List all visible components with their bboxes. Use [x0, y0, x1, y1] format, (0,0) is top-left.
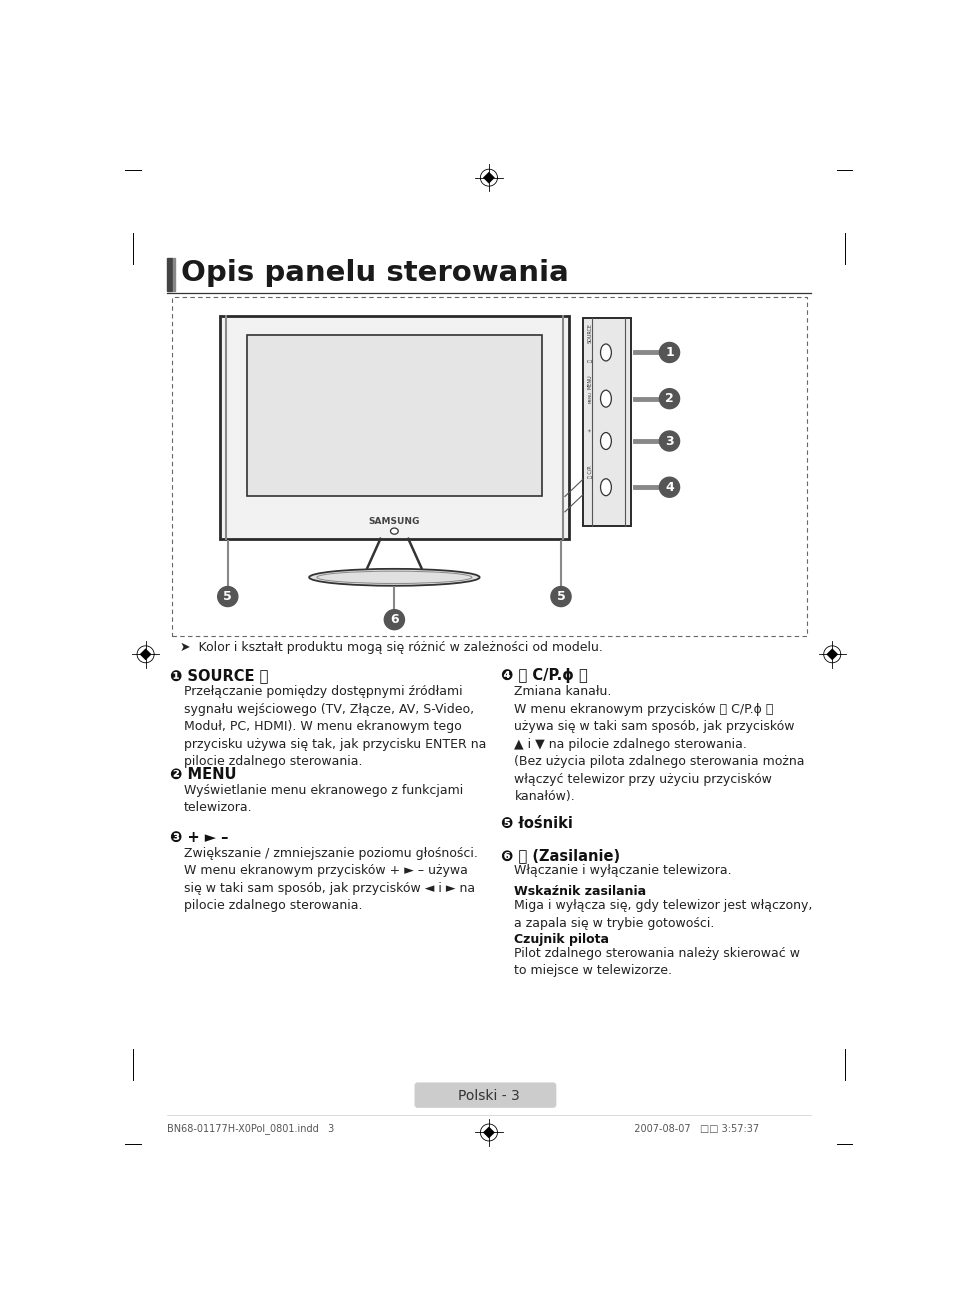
Text: Włączanie i wyłączanie telewizora.: Włączanie i wyłączanie telewizora.: [514, 864, 731, 877]
Text: 3: 3: [664, 435, 673, 448]
Text: 〈 C/P.: 〈 C/P.: [587, 464, 593, 477]
Text: 2: 2: [664, 392, 673, 405]
Text: Przełączanie pomiędzy dostępnymi źródłami
sygnału wejściowego (TV, Złącze, AV, S: Przełączanie pomiędzy dostępnymi źródłam…: [183, 686, 485, 768]
Text: 1: 1: [664, 346, 673, 359]
Text: 4: 4: [664, 481, 673, 493]
Text: +: +: [587, 428, 593, 432]
Text: BN68-01177H-X0Pol_0801.indd   3                                                 : BN68-01177H-X0Pol_0801.indd 3: [167, 1123, 759, 1134]
Text: 5: 5: [223, 591, 232, 604]
Text: SOURCE: SOURCE: [587, 323, 593, 343]
Ellipse shape: [599, 390, 611, 407]
Circle shape: [384, 610, 404, 630]
Circle shape: [659, 342, 679, 363]
Text: 6: 6: [390, 613, 398, 626]
Ellipse shape: [599, 432, 611, 449]
Circle shape: [659, 431, 679, 451]
Text: ❹ 〈 C/P.ϕ 〉: ❹ 〈 C/P.ϕ 〉: [500, 669, 587, 683]
Text: ➤  Kolor i kształt produktu mogą się różnić w zależności od modelu.: ➤ Kolor i kształt produktu mogą się różn…: [179, 641, 602, 654]
Circle shape: [659, 389, 679, 409]
Text: Wskaźnik zasilania: Wskaźnik zasilania: [514, 885, 646, 898]
Circle shape: [217, 587, 237, 606]
Bar: [167, 258, 172, 291]
Text: SAMSUNG: SAMSUNG: [368, 518, 419, 527]
Bar: [172, 258, 174, 291]
Text: ❶ SOURCE ⍇: ❶ SOURCE ⍇: [170, 669, 268, 683]
Circle shape: [659, 477, 679, 497]
Polygon shape: [482, 1127, 495, 1138]
Text: Polski - 3: Polski - 3: [457, 1089, 519, 1102]
Text: Zmiana kanału.
W menu ekranowym przycisków 〈 C/P.ϕ 〉
używa się w taki sam sposób: Zmiana kanału. W menu ekranowym przycisk…: [514, 686, 804, 803]
Text: Opis panelu sterowania: Opis panelu sterowania: [181, 259, 568, 288]
Bar: [582, 317, 630, 526]
Bar: [172, 297, 806, 636]
Text: Wyświetlanie menu ekranowego z funkcjami
telewizora.: Wyświetlanie menu ekranowego z funkcjami…: [183, 783, 462, 814]
Ellipse shape: [309, 569, 479, 585]
Polygon shape: [139, 648, 152, 660]
Text: ❸ + ► –: ❸ + ► –: [170, 830, 228, 844]
Text: ❻ ⏻ (Zasilanie): ❻ ⏻ (Zasilanie): [500, 848, 619, 864]
Text: MENU: MENU: [588, 390, 592, 402]
FancyBboxPatch shape: [415, 1082, 556, 1108]
Polygon shape: [482, 172, 495, 183]
Ellipse shape: [390, 528, 397, 535]
Ellipse shape: [599, 479, 611, 496]
Text: MENU: MENU: [587, 375, 593, 389]
Text: ❷ MENU: ❷ MENU: [170, 766, 236, 782]
Text: ⍇: ⍇: [587, 359, 593, 363]
Text: Zwiększanie / zmniejszanie poziomu głośności.
W menu ekranowym przycisków + ► – : Zwiększanie / zmniejszanie poziomu głośn…: [183, 847, 476, 912]
Polygon shape: [825, 648, 838, 660]
Ellipse shape: [599, 343, 611, 360]
Text: ❺ łośniki: ❺ łośniki: [500, 816, 572, 831]
Bar: [220, 316, 568, 539]
Text: Miga i wyłącza się, gdy telewizor jest włączony,
a zapala się w trybie gotowości: Miga i wyłącza się, gdy telewizor jest w…: [514, 899, 812, 930]
Text: Czujnik pilota: Czujnik pilota: [514, 933, 609, 946]
Bar: [247, 334, 541, 497]
Text: 5: 5: [556, 591, 565, 604]
Circle shape: [550, 587, 571, 606]
Text: Pilot zdalnego sterowania należy skierować w
to miejsce w telewizorze.: Pilot zdalnego sterowania należy skierow…: [514, 947, 800, 977]
